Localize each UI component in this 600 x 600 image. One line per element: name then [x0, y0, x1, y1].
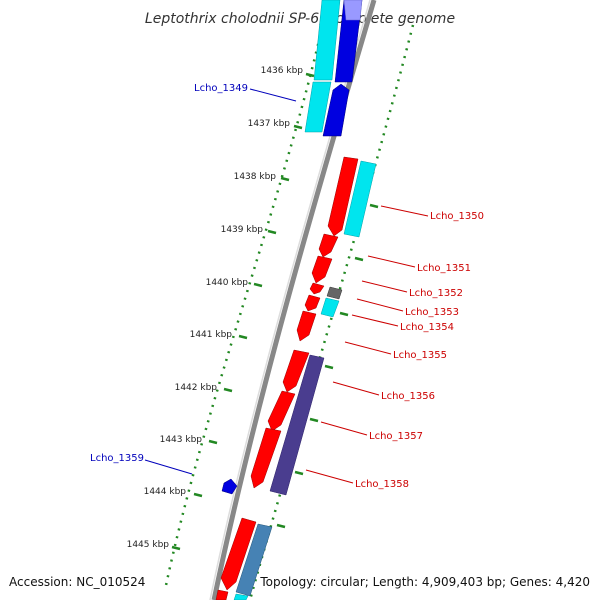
connector-line — [320, 421, 368, 436]
tick-label: 1441 kbp — [190, 330, 233, 340]
tick-mark — [276, 523, 286, 529]
accession-text: Accession: NC_010524 — [9, 575, 145, 589]
connector-line — [305, 469, 354, 484]
tick-mark — [171, 545, 181, 551]
gene-feature-blue — [334, 0, 363, 83]
gene-label-lcho-1358: Lcho_1358 — [355, 479, 409, 490]
tick-rail-outer — [163, 4, 329, 591]
tick-mark — [193, 492, 203, 498]
gene-feature-red — [327, 156, 359, 237]
gene-feature-red — [318, 233, 339, 258]
tick-label: 1439 kbp — [221, 225, 264, 235]
tick-label: 1445 kbp — [127, 540, 170, 550]
label-connectors — [144, 88, 429, 484]
tick-mark — [223, 387, 233, 393]
tick-mark — [354, 256, 364, 262]
tick-mark — [293, 124, 303, 130]
gene-label-lcho-1356: Lcho_1356 — [381, 391, 435, 402]
genome-backbone — [211, 0, 377, 600]
tick-mark — [267, 229, 277, 235]
gene-label-lcho-1351: Lcho_1351 — [417, 263, 471, 274]
gene-feature-cyan — [343, 160, 377, 238]
tick-mark — [208, 439, 218, 445]
tick-label: 1442 kbp — [175, 383, 218, 393]
tick-label: 1436 kbp — [261, 66, 304, 76]
tick-mark — [238, 334, 248, 340]
tick-mark — [339, 311, 349, 317]
gene-label-lcho-1353: Lcho_1353 — [405, 307, 459, 318]
connector-line — [332, 381, 380, 396]
connector-line — [380, 205, 429, 217]
gene-label-lcho-1350: Lcho_1350 — [430, 211, 484, 222]
tick-mark — [309, 417, 319, 423]
tick-mark — [369, 203, 379, 209]
gene-feature-red — [220, 517, 257, 591]
gene-feature-cyan — [233, 593, 249, 600]
topology-text: Topology: circular; Length: 4,909,403 bp… — [259, 575, 590, 589]
tick-labels: 1436 kbp 1437 kbp 1438 kbp 1439 kbp 1440… — [127, 66, 304, 550]
tick-label: 1438 kbp — [234, 172, 277, 182]
gene-feature-red — [215, 589, 229, 600]
connector-line — [344, 341, 392, 355]
gene-feature-cyan — [320, 297, 340, 318]
gene-feature-red — [267, 390, 296, 432]
gene-feature-steelblue — [235, 523, 273, 597]
gene-labels: Lcho_1349 Lcho_1350 Lcho_1351 Lcho_1352 … — [90, 83, 484, 490]
tick-mark — [324, 364, 334, 370]
connector-line — [367, 255, 416, 268]
connector-line — [356, 298, 404, 312]
tick-marks — [171, 72, 379, 551]
tick-label: 1443 kbp — [160, 435, 203, 445]
gene-feature-cyan — [304, 81, 332, 133]
tick-rail-inner — [248, 24, 415, 600]
tick-mark — [294, 470, 304, 476]
gene-label-lcho-1359: Lcho_1359 — [90, 453, 144, 464]
connector-line — [351, 314, 399, 327]
tick-mark — [305, 72, 315, 78]
tick-mark — [280, 176, 290, 182]
gene-feature-red — [282, 349, 310, 393]
gene-feature-cyan — [313, 0, 341, 81]
reverse-genes-middle — [250, 156, 377, 496]
reverse-genes-bottom — [215, 517, 273, 600]
connector-line — [249, 88, 297, 102]
gene-feature-blue — [322, 83, 350, 137]
gene-label-lcho-1349: Lcho_1349 — [194, 83, 248, 94]
gene-feature-red — [296, 310, 317, 342]
tick-label: 1440 kbp — [206, 278, 249, 288]
gene-label-lcho-1357: Lcho_1357 — [369, 431, 423, 442]
forward-genes-top — [304, 0, 363, 137]
gene-feature-gray — [326, 286, 343, 300]
gene-feature-lightblue — [343, 0, 363, 21]
tick-mark — [253, 282, 263, 288]
connector-line — [144, 459, 193, 475]
gene-feature-red — [311, 255, 333, 284]
map-title: Leptothrix cholodnii SP-6, complete geno… — [145, 11, 455, 27]
gene-feature-purple — [269, 354, 325, 496]
gene-feature-blue — [221, 478, 238, 495]
gene-feature-red — [304, 294, 321, 312]
tick-label: 1444 kbp — [144, 487, 187, 497]
tick-label: 1437 kbp — [248, 119, 291, 129]
connector-line — [361, 280, 408, 293]
gene-feature-red — [309, 282, 325, 295]
gene-label-lcho-1352: Lcho_1352 — [409, 288, 463, 299]
gene-label-lcho-1354: Lcho_1354 — [400, 322, 454, 333]
gene-label-lcho-1355: Lcho_1355 — [393, 350, 447, 361]
gene-feature-red — [250, 427, 282, 489]
